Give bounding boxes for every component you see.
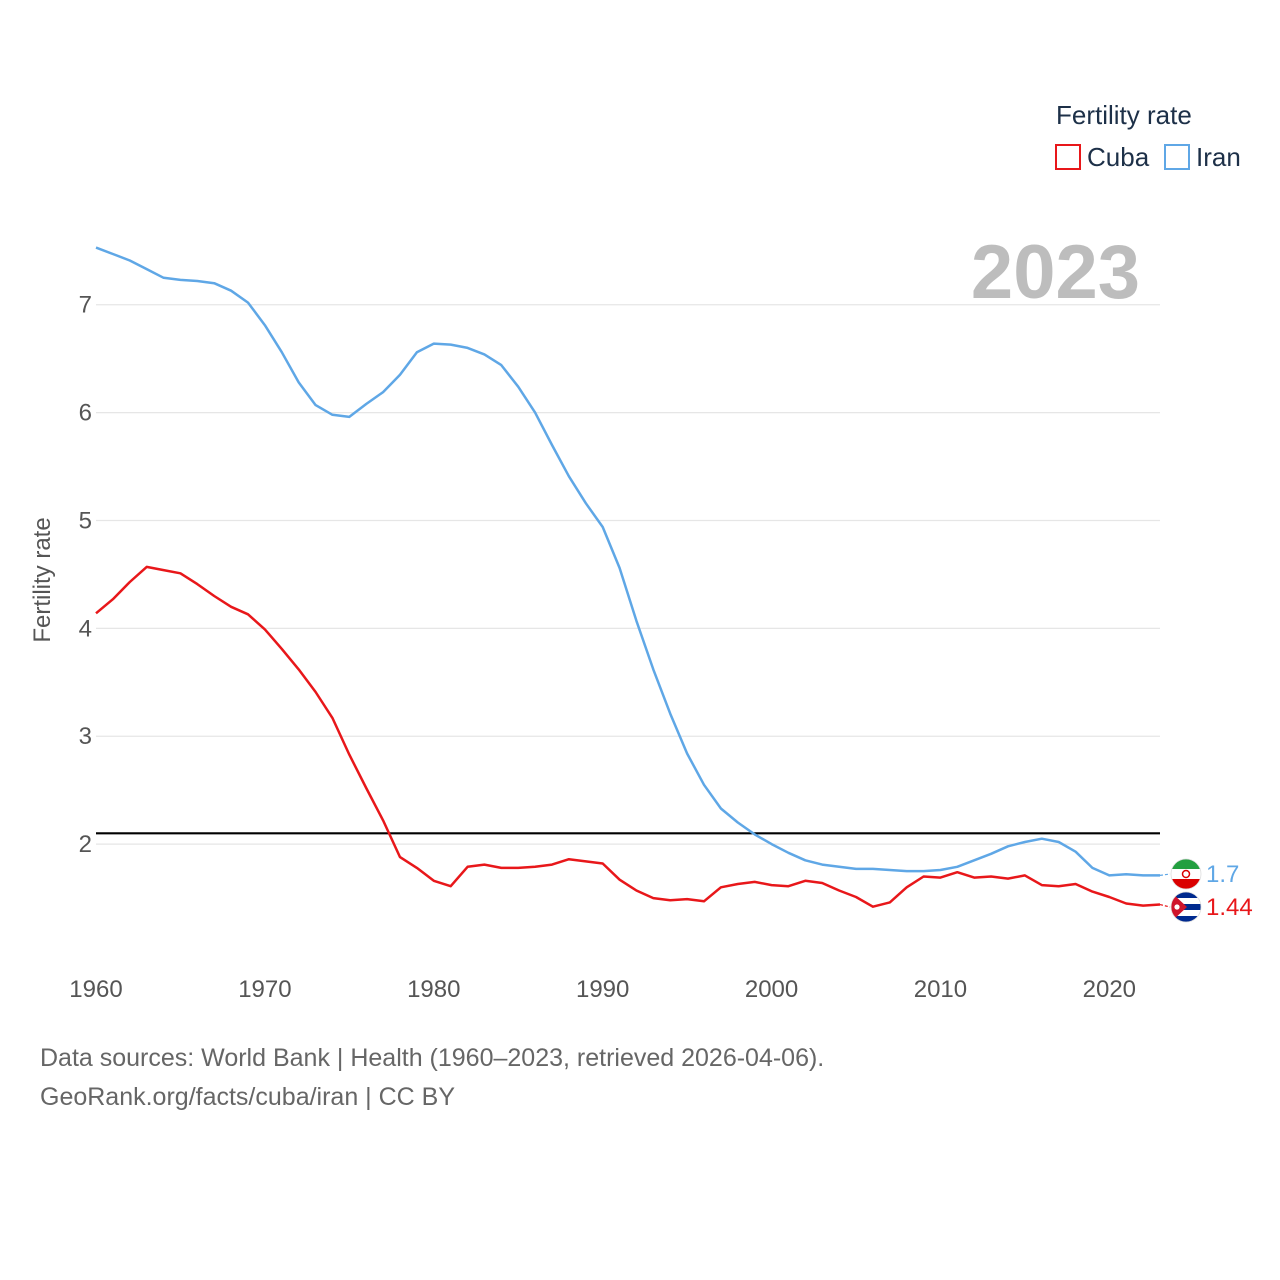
series-lines: [95, 246, 1161, 908]
y-tick-label: 5: [79, 507, 92, 534]
y-tick-labels: 2 3 4 5 6 7: [79, 292, 92, 858]
source-link[interactable]: GeoRank.org/facts/cuba/iran | CC BY: [40, 1083, 456, 1111]
x-tick-label: 1980: [407, 976, 460, 1003]
end-marker-cuba: 1.44: [1159, 891, 1253, 923]
x-tick-label: 2020: [1083, 976, 1136, 1003]
legend-swatch-iran: [1164, 144, 1190, 170]
end-value-label-cuba: 1.44: [1206, 894, 1253, 921]
data-source-text: Data sources: World Bank | Health (1960–…: [40, 1044, 825, 1072]
y-tick-label: 2: [79, 831, 92, 858]
x-tick-label: 1960: [69, 976, 122, 1003]
end-marker-iran: 1.7: [1159, 858, 1239, 890]
x-tick-label: 1970: [238, 976, 291, 1003]
legend-title: Fertility rate: [1056, 100, 1192, 130]
legend-item-cuba[interactable]: Cuba: [1055, 142, 1150, 172]
legend-label-iran: Iran: [1196, 142, 1241, 172]
x-tick-label: 1990: [576, 976, 629, 1003]
legend-label-cuba: Cuba: [1087, 142, 1150, 172]
y-tick-label: 6: [79, 400, 92, 427]
end-connector: [1159, 903, 1171, 908]
year-label: 2023: [971, 230, 1140, 315]
end-connector: [1159, 873, 1171, 877]
iran-flag-icon: [1170, 858, 1202, 890]
x-tick-label: 2000: [745, 976, 798, 1003]
end-value-label-iran: 1.7: [1206, 861, 1239, 888]
gridlines: [96, 304, 1160, 845]
end-labels: 1.44 1.7: [1159, 858, 1253, 923]
x-tick-label: 2010: [914, 976, 967, 1003]
y-tick-label: 4: [79, 615, 92, 642]
y-tick-label: 7: [79, 292, 92, 319]
legend: Fertility rate Cuba Iran: [1055, 100, 1241, 172]
legend-item-iran[interactable]: Iran: [1164, 142, 1241, 172]
series-line-iran[interactable]: [95, 246, 1160, 877]
y-axis-title: Fertility rate: [29, 517, 56, 642]
x-tick-labels: 1960 1970 1980 1990 2000 2010 2020: [69, 976, 1136, 1003]
cuba-flag-icon: [1170, 891, 1202, 923]
legend-swatch-cuba: [1055, 144, 1081, 170]
y-tick-label: 3: [79, 723, 92, 750]
series-line-cuba[interactable]: [95, 565, 1161, 908]
